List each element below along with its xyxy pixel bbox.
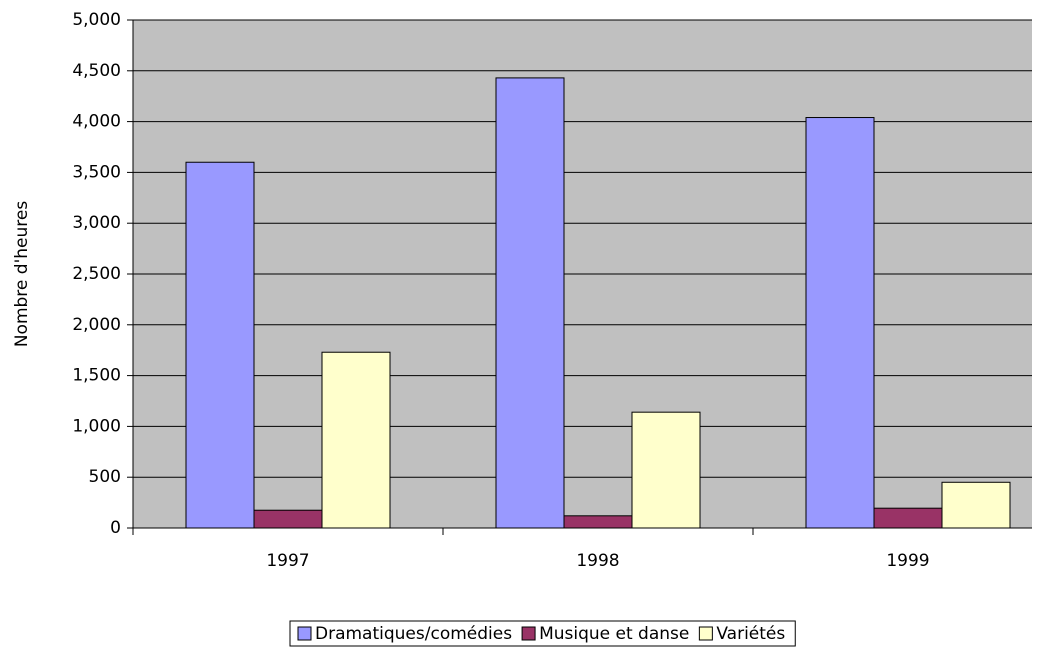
- y-axis-label: Nombre d'heures: [12, 201, 32, 347]
- bar: [253, 509, 323, 529]
- bar: [873, 507, 943, 529]
- y-tick-label: 3,500: [72, 162, 121, 182]
- bar: [185, 161, 255, 529]
- legend-label: Musique et danse: [539, 624, 689, 644]
- legend-swatch: [698, 626, 713, 641]
- bar: [805, 117, 875, 529]
- bar: [321, 351, 391, 529]
- y-tick-label: 4,500: [72, 61, 121, 81]
- y-tick-label: 5,000: [72, 10, 121, 30]
- x-tick-label: 1998: [576, 551, 619, 571]
- y-tick-label: 500: [89, 467, 121, 487]
- y-tick-label: 2,500: [72, 264, 121, 284]
- y-tick-label: 1,500: [72, 366, 121, 386]
- bar: [563, 515, 633, 529]
- y-tick-label: 0: [110, 518, 121, 538]
- bar: [495, 77, 565, 529]
- legend-swatch: [297, 626, 312, 641]
- bar: [941, 481, 1011, 529]
- legend-swatch: [521, 626, 536, 641]
- y-tick-label: 3,000: [72, 213, 121, 233]
- y-tick-label: 2,000: [72, 315, 121, 335]
- y-tick-label: 4,000: [72, 112, 121, 132]
- x-tick-label: 1997: [266, 551, 309, 571]
- bar: [631, 411, 701, 529]
- legend-label: Variétés: [716, 624, 785, 644]
- legend-label: Dramatiques/comédies: [315, 624, 512, 644]
- y-tick-label: 1,000: [72, 416, 121, 436]
- x-tick-label: 1999: [886, 551, 929, 571]
